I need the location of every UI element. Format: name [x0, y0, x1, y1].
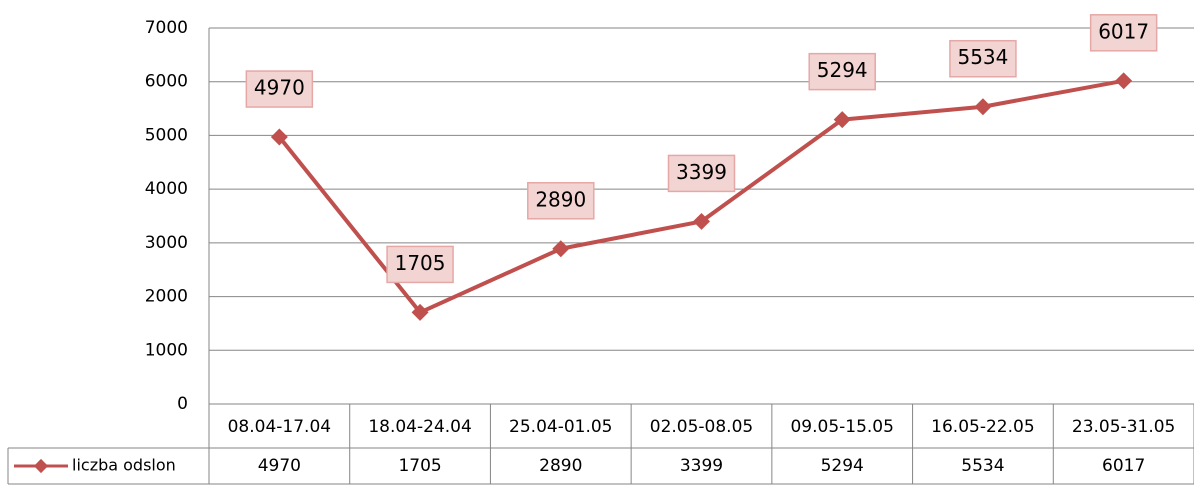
data-label-box: [949, 39, 1017, 78]
table-value: 5534: [961, 456, 1004, 476]
table-value: 2890: [539, 456, 582, 476]
marker: [270, 128, 288, 146]
data-label: 6017: [1098, 19, 1149, 43]
data-label: 2890: [535, 187, 586, 211]
marker: [552, 240, 570, 258]
x-tick-label: 16.05-22.05: [931, 417, 1034, 437]
data-label-box: [667, 154, 736, 193]
y-tick-label: 5000: [145, 125, 188, 145]
table-value: 3399: [680, 456, 723, 476]
data-label-box: [808, 52, 876, 91]
table-value: 6017: [1102, 456, 1145, 476]
y-tick-label: 2000: [145, 287, 188, 307]
data-label-box: [386, 245, 454, 284]
marker: [974, 98, 992, 116]
x-tick-label: 02.05-08.05: [650, 417, 753, 437]
data-label: 5534: [957, 45, 1008, 69]
legend-marker: [33, 458, 49, 474]
legend-label: liczba odslon: [72, 456, 176, 475]
x-tick-label: 25.04-01.05: [509, 417, 612, 437]
data-label-box: [1089, 14, 1158, 52]
table-value: 4970: [258, 456, 301, 476]
table-value: 1705: [398, 456, 441, 476]
x-tick-label: 18.04-24.04: [368, 417, 471, 437]
y-tick-label: 3000: [145, 233, 188, 253]
x-tick-label: 08.04-17.04: [228, 417, 331, 437]
marker: [693, 212, 710, 230]
y-tick-label: 1000: [145, 340, 188, 360]
x-tick-label: 23.05-31.05: [1072, 417, 1175, 437]
marker: [411, 303, 429, 321]
y-tick-label: 6000: [145, 72, 188, 92]
data-label: 3399: [676, 160, 727, 184]
data-label: 4970: [254, 76, 305, 100]
y-tick-label: 4000: [145, 179, 188, 199]
data-label-box: [245, 70, 314, 108]
y-tick-label: 0: [177, 394, 188, 414]
data-label: 5294: [817, 58, 868, 82]
data-label: 1705: [395, 251, 446, 275]
table-value: 5294: [821, 456, 864, 476]
marker: [833, 111, 851, 129]
marker: [1115, 72, 1133, 90]
y-tick-label: 7000: [145, 18, 188, 38]
x-tick-label: 09.05-15.05: [790, 417, 893, 437]
data-label-box: [527, 182, 595, 220]
